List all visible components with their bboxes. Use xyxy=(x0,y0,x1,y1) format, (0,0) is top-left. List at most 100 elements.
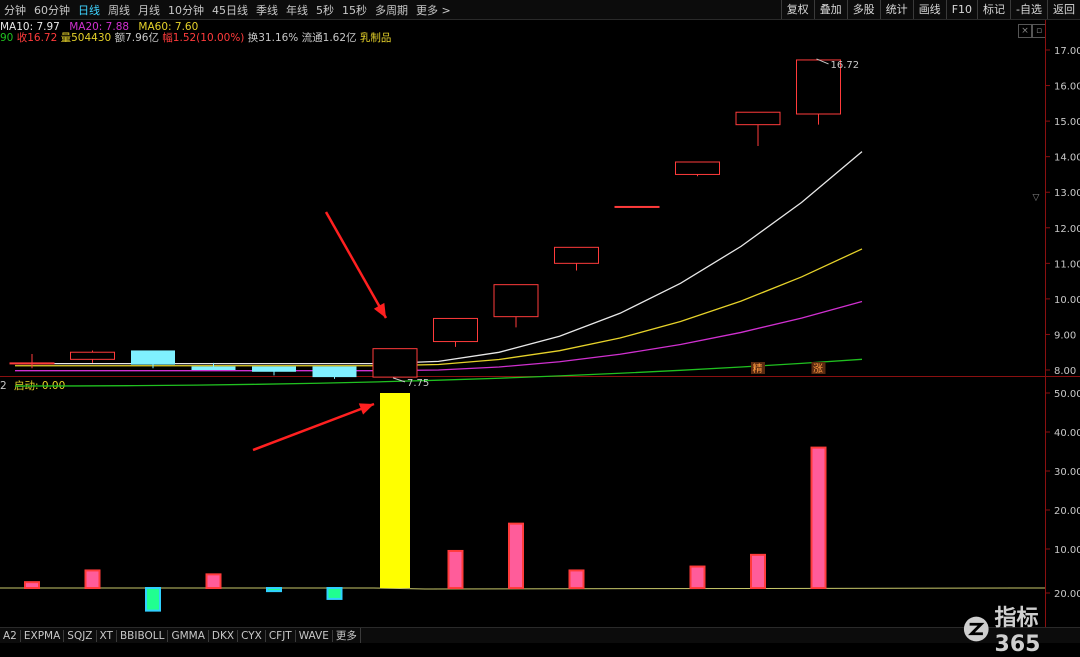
period-tab-3[interactable]: 周线 xyxy=(108,3,130,17)
indicator-tab-4[interactable]: BBIBOLL xyxy=(117,629,169,642)
turnover-value: 换31.16% xyxy=(247,32,299,44)
low-pointer xyxy=(392,377,406,383)
price-tick-label: 14.00 xyxy=(1054,153,1080,164)
brand-logo-icon xyxy=(963,616,989,641)
tool-button-1[interactable]: 叠加 xyxy=(813,0,847,19)
ma60-line xyxy=(15,300,863,372)
sector-value[interactable]: 乳制品 xyxy=(359,32,392,44)
candle-body xyxy=(433,317,478,343)
period-tab-2[interactable]: 日线 xyxy=(78,3,100,17)
tool-button-0[interactable]: 复权 xyxy=(780,0,814,19)
price-tick-label: 10.00 xyxy=(1054,295,1080,306)
indicator-tab-8[interactable]: CFJT xyxy=(266,629,296,642)
signal-marker: 精 xyxy=(753,362,763,375)
tool-button-6[interactable]: 标记 xyxy=(977,0,1010,19)
chevron-down-icon[interactable]: ▽ xyxy=(1032,193,1040,203)
close-icon[interactable]: × xyxy=(1018,24,1032,38)
change-value: 幅1.52(10.00%) xyxy=(162,32,245,44)
candle-body xyxy=(372,348,418,378)
indicator-tick-label: 10.00 xyxy=(1054,545,1080,556)
indicator-bar xyxy=(326,587,343,600)
indicator-tab-10[interactable]: 更多 xyxy=(333,628,361,643)
indicator-bar xyxy=(447,549,464,590)
indicator-tick-label: 20.00 xyxy=(1054,589,1080,600)
period-toolbar: 分钟 60分钟 日线 周线 月线 10分钟 45日线 季线 年线 5秒 15秒 多周期 更多 > 复权叠… xyxy=(0,0,1080,20)
period-tab-4[interactable]: 月线 xyxy=(138,3,160,17)
ma20-label: MA20: 7.88 xyxy=(69,21,130,33)
ma60-label: MA60: 7.60 xyxy=(138,21,199,33)
indicator-baseline xyxy=(0,587,1046,590)
price-tick-label: 9.00 xyxy=(1054,330,1076,341)
indicator-tab-7[interactable]: CYX xyxy=(238,629,266,642)
indicator-bar xyxy=(205,573,222,589)
indicator-bar xyxy=(145,587,161,612)
candle-body xyxy=(131,350,175,365)
signal-marker-box xyxy=(751,362,765,374)
indicator-bar xyxy=(84,569,101,590)
tool-button-8[interactable]: 返回 xyxy=(1047,0,1080,19)
candle-body xyxy=(252,366,296,372)
price-tick-label: 16.00 xyxy=(1054,82,1080,93)
indicator-tab-6[interactable]: DKX xyxy=(209,629,239,642)
candle-body xyxy=(735,111,781,126)
watermark-text: 指标365 xyxy=(994,606,1041,657)
period-tab-5[interactable]: 10分钟 xyxy=(168,3,204,17)
price-tick-label: 15.00 xyxy=(1054,117,1080,128)
open-value: 90 xyxy=(0,32,14,44)
tool-button-2[interactable]: 多股 xyxy=(846,0,880,19)
candle-body xyxy=(9,362,55,365)
candle-body xyxy=(675,161,720,175)
annotation-arrow-indicator-head xyxy=(358,403,374,415)
candle-body xyxy=(70,351,115,360)
indicator-tab-1[interactable]: EXPMA xyxy=(21,629,65,642)
indicator-tabs: A2 EXPMA SQJZ XT BBIBOLL GMMA DKX CYX CFJT WAVE 更多 xyxy=(0,627,1080,643)
period-tab-9[interactable]: 5秒 xyxy=(316,3,334,17)
price-tick-label: 11.00 xyxy=(1054,259,1080,270)
indicator-tab-0[interactable]: A2 xyxy=(0,629,21,642)
period-tab-8[interactable]: 年线 xyxy=(286,3,308,17)
price-tick-label: 12.00 xyxy=(1054,224,1080,235)
tool-button-7[interactable]: -自选 xyxy=(1010,0,1047,19)
indicator-bar xyxy=(750,553,766,589)
ma10-label: MA10: 7.97 xyxy=(0,21,60,33)
amount-value: 额7.96亿 xyxy=(114,32,159,44)
ma-legend: MA10: 7.97 MA20: 7.88 MA60: 7.60 xyxy=(0,20,198,35)
indicator-tick-label: 40.00 xyxy=(1054,428,1080,439)
chart-tools: 复权 叠加 多股 统计 画线 F10 标记 -自选 返回 xyxy=(780,0,1080,19)
chart-canvas[interactable]: 17.00 16.00 15.00 14.00 13.00 12.00 11.00 10.00… xyxy=(0,0,1080,642)
low-price-label: 7.75 xyxy=(407,378,429,389)
period-tab-0[interactable]: 分钟 xyxy=(4,3,26,17)
indicator-tab-5[interactable]: GMMA xyxy=(168,629,209,642)
period-tab-1[interactable]: 60分钟 xyxy=(34,3,70,17)
quote-stats: 90 收16.72 量504430 额7.96亿 幅1.52(10.00%) 换… xyxy=(0,31,391,46)
candle-body xyxy=(796,59,841,115)
indicator-tab-3[interactable]: XT xyxy=(97,629,117,642)
tool-button-4[interactable]: 画线 xyxy=(912,0,946,19)
tool-button-3[interactable]: 统计 xyxy=(879,0,913,19)
candle-body xyxy=(614,205,660,208)
period-tab-11[interactable]: 多周期 xyxy=(375,3,408,17)
ma20-line xyxy=(15,248,863,367)
candle-body xyxy=(191,366,236,370)
period-tab-7[interactable]: 季线 xyxy=(256,3,278,17)
candle-body xyxy=(312,366,357,378)
period-tab-10[interactable]: 15秒 xyxy=(342,3,367,17)
indicator-tab-9[interactable]: WAVE xyxy=(296,629,333,642)
price-tick-label: 8.00 xyxy=(1054,366,1076,377)
period-tab-12[interactable]: 更多 > xyxy=(416,3,451,17)
float-cap-value: 流通1.62亿 xyxy=(301,32,357,44)
indicator-tab-2[interactable]: SQJZ xyxy=(64,629,97,642)
axis-divider xyxy=(1045,20,1046,628)
period-tab-6[interactable]: 45日线 xyxy=(212,3,248,17)
indicator-tick-label: 50.00 xyxy=(1054,389,1080,400)
candle-body xyxy=(493,284,539,318)
tool-button-5[interactable]: F10 xyxy=(945,0,977,19)
annotation-arrow-indicator xyxy=(252,402,375,452)
high-pointer xyxy=(816,58,829,65)
annotation-arrow-price xyxy=(324,211,388,319)
price-tick-label: 13.00 xyxy=(1054,188,1080,199)
indicator-bar xyxy=(266,587,282,593)
indicator-tick-label: 30.00 xyxy=(1054,467,1080,478)
watermark-logo: 指标365 xyxy=(962,600,1080,657)
candle-body xyxy=(554,246,599,264)
